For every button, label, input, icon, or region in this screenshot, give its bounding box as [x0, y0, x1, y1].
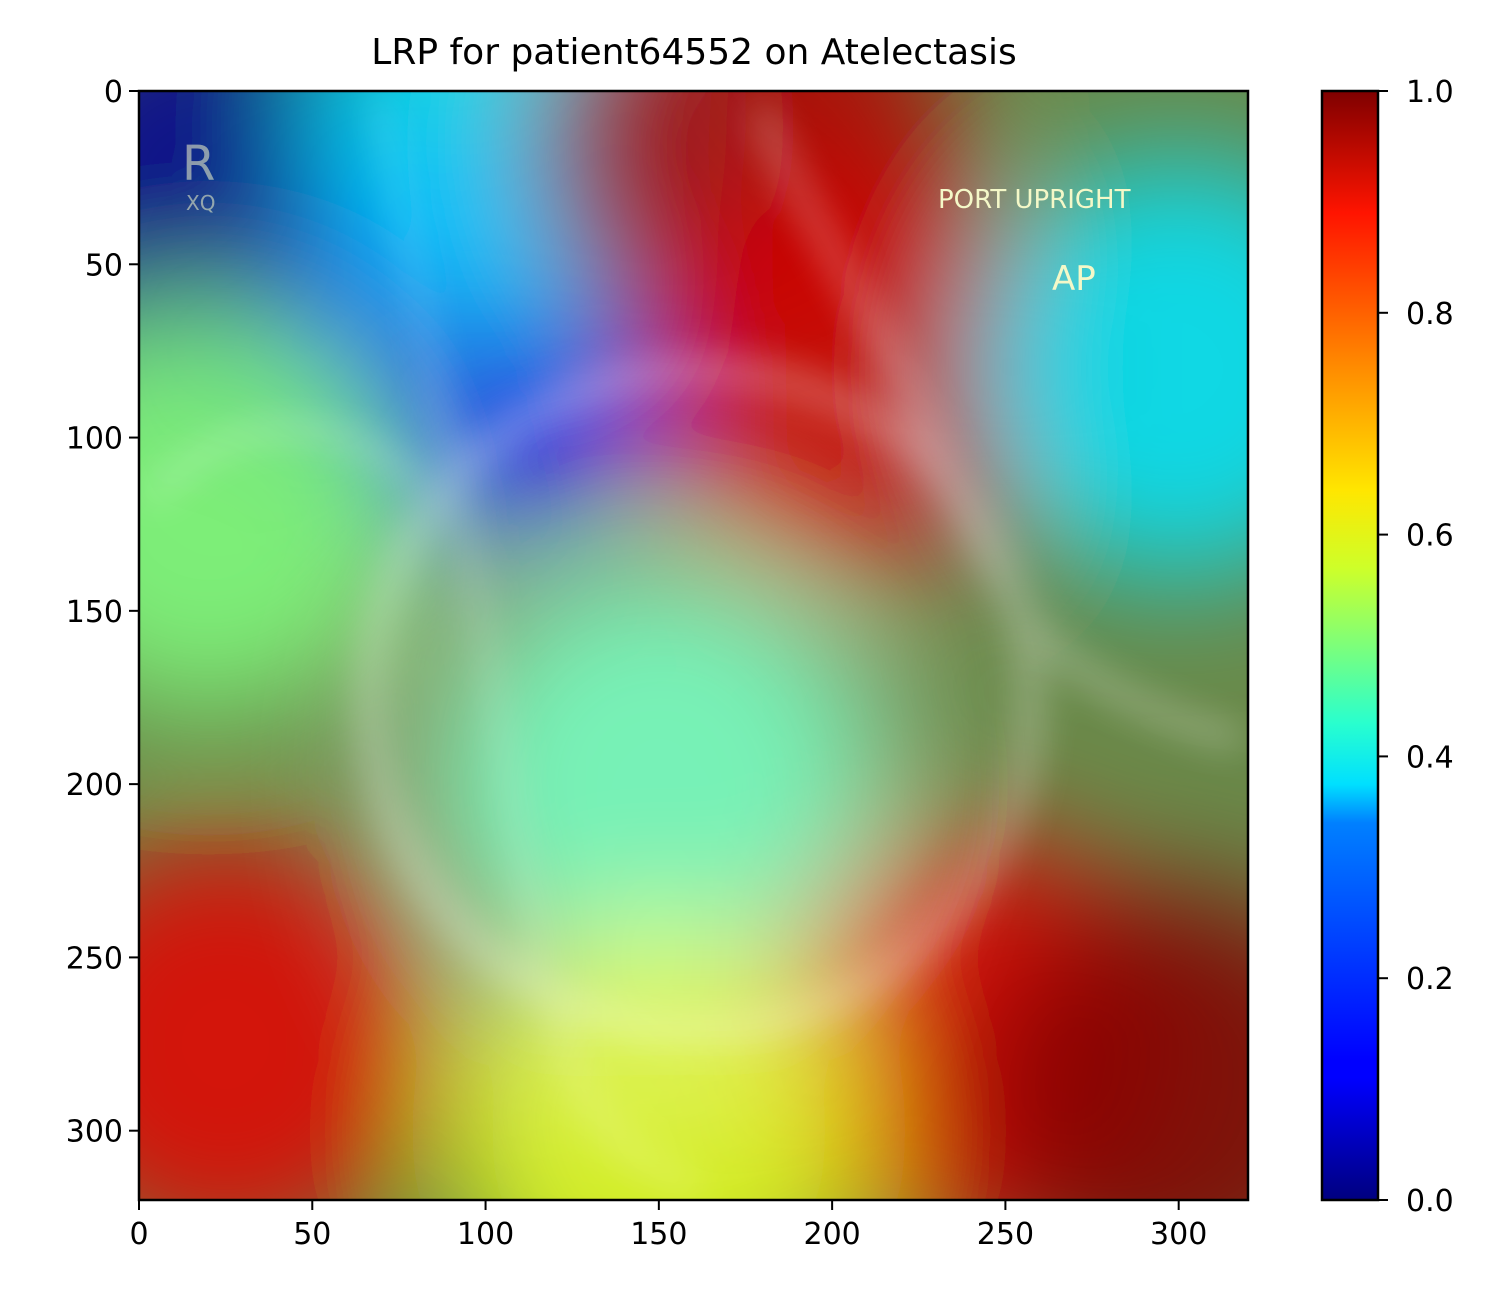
x-tick-label: 100 [457, 1217, 514, 1252]
chart-title: LRP for patient64552 on Atelectasis [371, 32, 1016, 73]
xray-marker-r: R [182, 136, 215, 192]
colorbar-tick-label: 1.0 [1406, 75, 1454, 110]
x-tick-label: 200 [803, 1217, 860, 1252]
colorbar-tick-label: 0.2 [1406, 962, 1454, 997]
relevance-hotspot-5 [968, 158, 1248, 579]
x-tick-label: 150 [630, 1217, 687, 1252]
plot-frame [137, 89, 1250, 1202]
colorbar-axis: 0.0 0.2 0.4 0.6 0.8 1.0 [1378, 75, 1454, 1219]
xray-marker-sub: XQ [186, 191, 215, 215]
xray-label-view: AP [1052, 259, 1096, 299]
colorbar-tick-label: 0.0 [1406, 1184, 1454, 1219]
y-tick-label: 200 [66, 768, 123, 803]
x-tick-label: 0 [129, 1217, 148, 1252]
relevance-hotspot-6 [139, 296, 419, 717]
y-tick-label: 150 [66, 595, 123, 630]
x-axis: 0 50 100 150 200 250 300 [129, 1200, 1207, 1252]
y-tick-label: 0 [104, 75, 123, 110]
y-tick-label: 100 [66, 422, 123, 457]
relevance-hotspot-8 [139, 834, 436, 1200]
xray-brightfield [340, 400, 940, 1160]
xray-label-port: PORT UPRIGHT [938, 185, 1131, 215]
relevance-hotspot-10 [968, 886, 1248, 1200]
colorbar [1320, 89, 1380, 1202]
y-tick-label: 300 [66, 1115, 123, 1150]
x-tick-label: 300 [1150, 1217, 1207, 1252]
x-tick-label: 250 [977, 1217, 1034, 1252]
colorbar-tick-label: 0.6 [1406, 519, 1454, 554]
colorbar-tick-label: 0.8 [1406, 297, 1454, 332]
colorbar-tick-label: 0.4 [1406, 740, 1454, 775]
y-tick-label: 250 [66, 941, 123, 976]
y-axis: 0 50 100 150 200 250 300 [66, 75, 139, 1150]
heatmap-area: R XQ PORT UPRIGHT AP [139, 91, 1248, 1200]
y-tick-label: 50 [85, 248, 123, 283]
x-tick-label: 50 [293, 1217, 331, 1252]
